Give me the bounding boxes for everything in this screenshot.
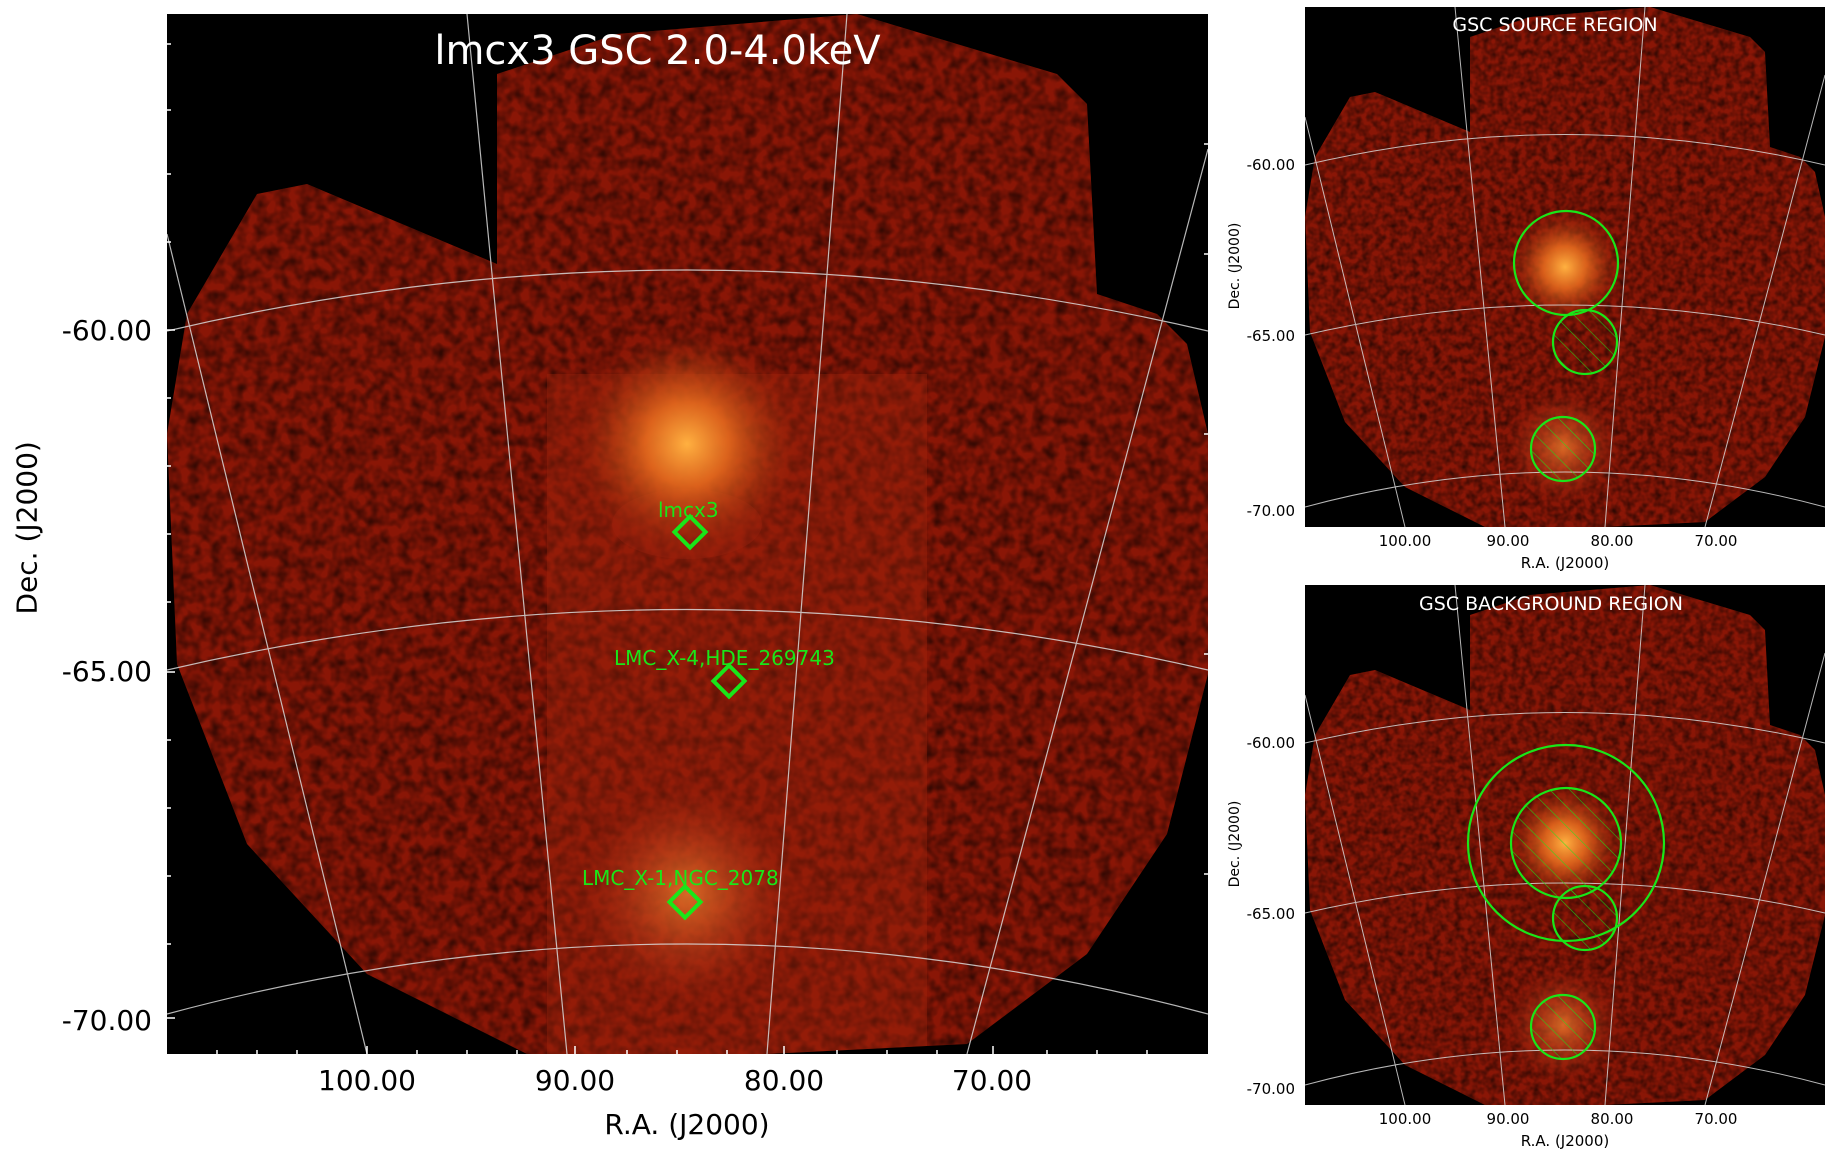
source-xtick-3: 80.00 (1590, 532, 1634, 550)
source-xlabel: R.A. (J2000) (1520, 554, 1610, 572)
excluded-region-lmcx4[interactable] (1551, 308, 1619, 376)
background-xtick-1: 100.00 (1378, 1110, 1432, 1128)
background-ytick-2: -65.00 (1246, 905, 1295, 923)
source-ytick-1: -60.00 (1246, 156, 1295, 174)
main-image-canvas (167, 14, 1208, 1054)
source-ylabel: Dec. (J2000) (1227, 222, 1243, 310)
main-xtick-2: 90.00 (534, 1064, 616, 1097)
source-image-canvas (1305, 7, 1825, 527)
coordinate-grid (167, 14, 1208, 1054)
background-xlabel: R.A. (J2000) (1520, 1132, 1610, 1150)
source-panel-title: GSC SOURCE REGION (1452, 14, 1658, 36)
source-xtick-4: 70.00 (1694, 532, 1738, 550)
background-ytick-3: -70.00 (1246, 1080, 1295, 1098)
source-marker-lmcx3[interactable] (671, 513, 709, 551)
background-xtick-4: 70.00 (1694, 1110, 1738, 1128)
main-xlabel: R.A. (J2000) (604, 1108, 770, 1141)
source-label-lmcx4: LMC_X-4,HDE_269743 (614, 646, 835, 670)
background-xtick-2: 90.00 (1486, 1110, 1530, 1128)
field-of-view (167, 14, 1208, 1054)
main-sky-image: lmcx3 GSC 2.0-4.0keV lmcx3 LMC_X-4,HDE_2… (167, 14, 1208, 1054)
source-xtick-2: 90.00 (1486, 532, 1530, 550)
source-label-lmcx1: LMC_X-1,NGC_2078 (582, 866, 779, 890)
source-ytick-2: -65.00 (1246, 327, 1295, 345)
background-xtick-3: 80.00 (1590, 1110, 1634, 1128)
main-title: lmcx3 GSC 2.0-4.0keV (434, 28, 881, 74)
main-xtick-1: 100.00 (318, 1064, 416, 1097)
background-ylabel: Dec. (J2000) (1227, 800, 1243, 888)
source-xtick-1: 100.00 (1378, 532, 1432, 550)
main-ylabel: Dec. (J2000) (10, 441, 44, 615)
main-ytick-2: -65.00 (61, 655, 152, 688)
main-xtick-4: 70.00 (951, 1064, 1033, 1097)
background-panel-title: GSC BACKGROUND REGION (1419, 593, 1683, 615)
background-region-image: GSC BACKGROUND REGION (1305, 585, 1825, 1105)
background-inner-excluded[interactable] (1509, 786, 1623, 900)
source-marker-lmcx4[interactable] (710, 662, 748, 700)
excluded-region-lmcx1[interactable] (1529, 415, 1597, 483)
source-marker-lmcx1[interactable] (666, 883, 704, 921)
excluded-region-lmcx1[interactable] (1529, 993, 1597, 1061)
excluded-region-lmcx4[interactable] (1551, 884, 1619, 952)
background-ytick-1: -60.00 (1246, 734, 1295, 752)
source-region-image: GSC SOURCE REGION (1305, 7, 1825, 527)
source-label-lmcx3: lmcx3 (658, 498, 719, 522)
main-ytick-1: -60.00 (61, 314, 152, 347)
background-image-canvas (1305, 585, 1825, 1105)
axis-ticks (167, 43, 1208, 1054)
source-ytick-3: -70.00 (1246, 502, 1295, 520)
main-xtick-3: 80.00 (743, 1064, 825, 1097)
main-ytick-3: -70.00 (61, 1004, 152, 1037)
